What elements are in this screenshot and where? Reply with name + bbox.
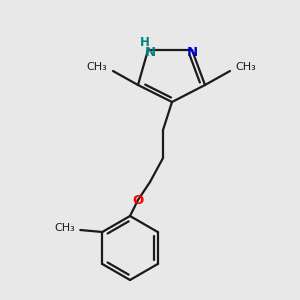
Text: CH₃: CH₃: [236, 62, 256, 72]
Text: O: O: [132, 194, 144, 206]
Text: CH₃: CH₃: [87, 62, 107, 72]
Text: N: N: [186, 46, 198, 59]
Text: H: H: [140, 35, 150, 49]
Text: N: N: [144, 46, 156, 59]
Text: CH₃: CH₃: [54, 223, 75, 233]
